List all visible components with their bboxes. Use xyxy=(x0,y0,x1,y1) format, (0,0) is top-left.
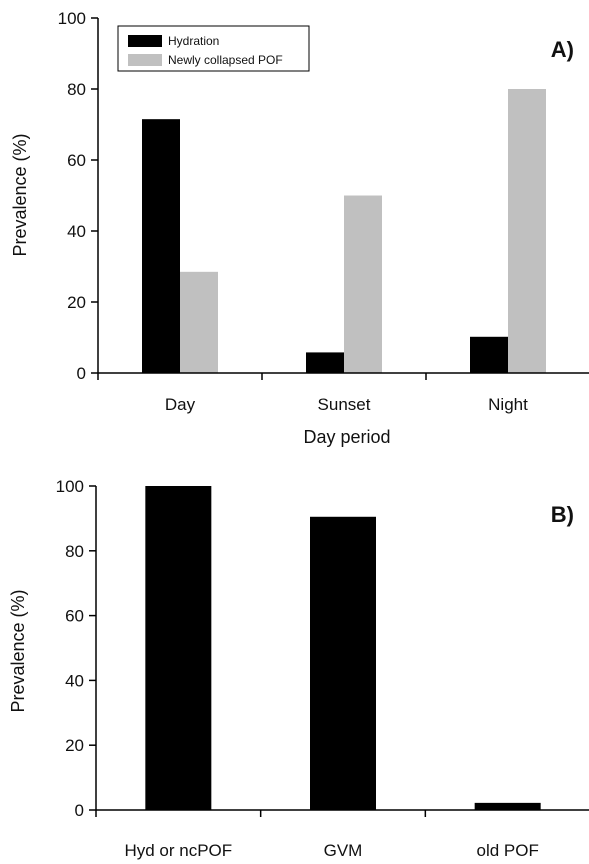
panel-a-y-tick-label: 0 xyxy=(77,364,86,383)
panel-a-legend-label-0: Hydration xyxy=(168,34,219,48)
panel-a-legend-swatch-0 xyxy=(128,35,162,47)
panel-a-y-tick-label: 100 xyxy=(58,9,86,28)
panel-b-y-tick-label: 40 xyxy=(65,671,84,690)
panel-a-legend-swatch-1 xyxy=(128,54,162,66)
panel-b-x-tick-label: old POF xyxy=(476,841,538,860)
panel-a-bar-sunset-s0 xyxy=(306,352,344,373)
panel-a-y-tick-label: 60 xyxy=(67,151,86,170)
panel-a-legend-label-1: Newly collapsed POF xyxy=(168,53,283,67)
panel-b-bar-gvm-s0 xyxy=(310,516,376,810)
panel-a-bar-night-s1 xyxy=(508,89,546,373)
panel-b-y-tick-label: 60 xyxy=(65,607,84,626)
panel-b-y-tick-label: 80 xyxy=(65,542,84,561)
panel-b-bar-hyd-or-ncpof-s0 xyxy=(145,486,212,810)
panel-a-legend: Hydration Newly collapsed POF xyxy=(117,25,310,72)
panel-a-y-axis-label: Prevalence (%) xyxy=(10,133,30,256)
panel-a-y-tick-label: 40 xyxy=(67,222,86,241)
panel-a-letter: A) xyxy=(551,37,574,62)
panel-b-chart: 0 20 40 60 80 100 Hyd or ncPOF GVM old POF B) Pr… xyxy=(8,477,589,860)
panel-b-y-tick-label: 20 xyxy=(65,736,84,755)
panel-a-x-tick-label: Sunset xyxy=(318,395,371,414)
panel-a-chart: 0 20 40 60 80 100 Day Sunset Night Hydration Newl… xyxy=(10,9,589,447)
panel-a-x-axis-label: Day period xyxy=(303,427,390,447)
panel-a-bar-day-s0 xyxy=(142,119,180,373)
panel-b-axes: 0 20 40 60 80 100 Hyd or ncPOF GVM old POF xyxy=(56,477,589,860)
panel-a-bar-day-s1 xyxy=(180,271,218,373)
panel-b-y-tick-label: 0 xyxy=(75,801,84,820)
panel-a-x-tick-label: Night xyxy=(488,395,528,414)
panel-a-bars xyxy=(142,89,546,373)
panel-b-x-tick-label: Hyd or ncPOF xyxy=(124,841,232,860)
panel-a-bar-night-s0 xyxy=(470,336,508,373)
panel-b-y-axis-label: Prevalence (%) xyxy=(8,589,28,712)
panel-a-axes: 0 20 40 60 80 100 Day Sunset Night xyxy=(58,9,589,414)
panel-a-x-tick-label: Day xyxy=(165,395,196,414)
panel-b-y-tick-label: 100 xyxy=(56,477,84,496)
panel-a-bar-sunset-s1 xyxy=(344,195,382,373)
panel-b-bar-old-pof-s0 xyxy=(474,802,541,810)
panel-b-bars xyxy=(145,486,541,810)
panel-a-y-tick-label: 20 xyxy=(67,293,86,312)
panel-b-letter: B) xyxy=(551,502,574,527)
panel-b-x-tick-label: GVM xyxy=(324,841,363,860)
panel-a-y-tick-label: 80 xyxy=(67,80,86,99)
